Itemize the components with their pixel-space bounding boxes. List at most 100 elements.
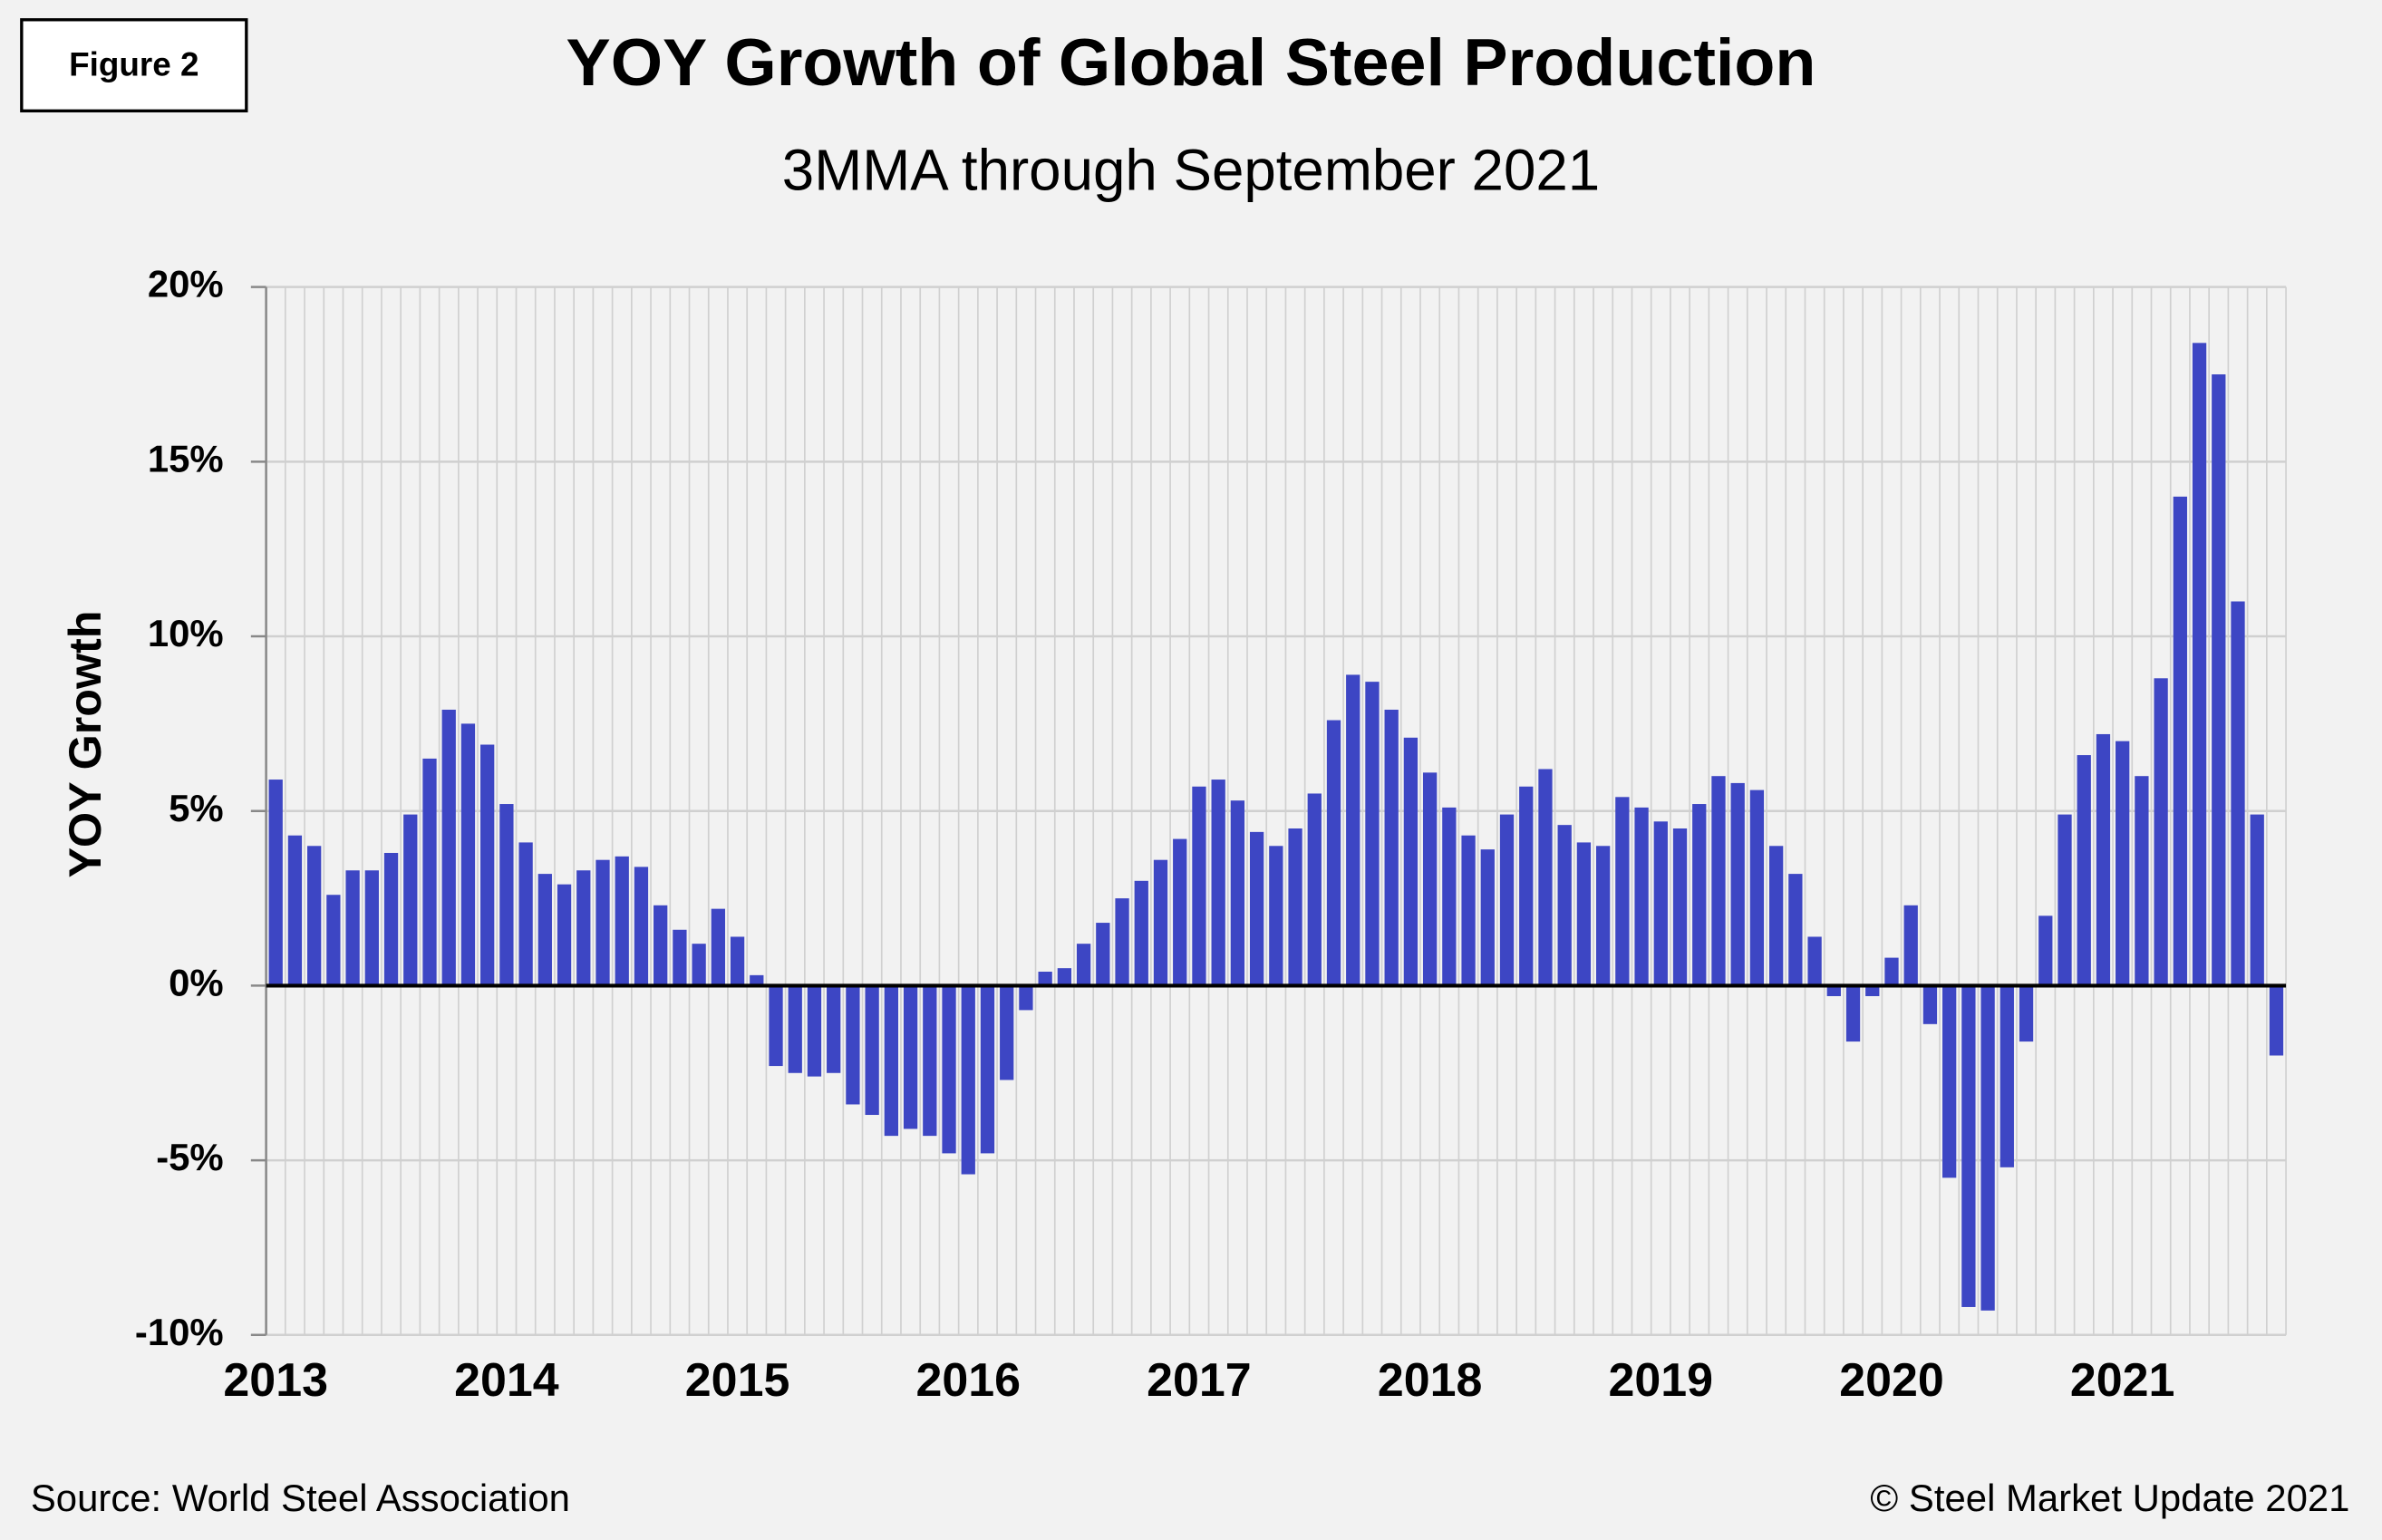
bar <box>576 870 591 986</box>
bar <box>403 814 418 986</box>
chart-subtitle: 3MMA through September 2021 <box>782 138 1600 202</box>
bar <box>422 758 437 986</box>
bar <box>2250 814 2264 986</box>
bar <box>1653 821 1668 986</box>
bar <box>884 985 899 1137</box>
bar <box>711 908 725 986</box>
bar <box>634 867 649 986</box>
y-axis-label: YOY Growth <box>60 611 111 878</box>
x-tick-label: 2020 <box>1839 1354 1944 1407</box>
bar <box>846 985 860 1105</box>
bar <box>2192 343 2207 986</box>
bar <box>1711 776 1726 986</box>
bar <box>557 884 572 986</box>
source: Source: World Steel Association <box>31 1477 570 1519</box>
bar <box>961 985 975 1175</box>
bar <box>750 974 764 986</box>
y-tick-label: 10% <box>148 612 224 654</box>
bar <box>268 780 283 986</box>
bar <box>1038 972 1052 986</box>
bar <box>2058 814 2072 986</box>
y-tick-label: 5% <box>169 787 224 829</box>
bar <box>1615 797 1630 986</box>
bar <box>480 744 495 986</box>
bar <box>1692 804 1707 986</box>
x-tick-label: 2017 <box>1147 1354 1252 1407</box>
y-tick-label: -10% <box>135 1311 224 1353</box>
bar <box>1076 944 1091 986</box>
bar <box>1865 985 1880 996</box>
y-tick-label: 0% <box>169 961 224 1003</box>
bar <box>307 846 322 986</box>
bar <box>769 985 783 1067</box>
bar <box>827 985 841 1073</box>
bar <box>1826 985 1841 996</box>
bar <box>1788 874 1803 986</box>
x-tick-label: 2015 <box>685 1354 790 1407</box>
bar <box>1595 846 1611 986</box>
bar <box>1115 898 1129 986</box>
bar <box>1000 985 1014 1080</box>
bar <box>1307 793 1322 986</box>
bar <box>1326 720 1341 986</box>
bar <box>1153 859 1168 986</box>
bar <box>1538 769 1553 986</box>
bar <box>942 985 956 1154</box>
bar <box>1403 737 1419 986</box>
bar <box>2231 601 2245 986</box>
bar <box>460 723 476 986</box>
bar <box>1903 905 1918 986</box>
bar <box>1173 838 1187 986</box>
bar <box>1672 828 1688 986</box>
bar <box>1845 985 1861 1042</box>
bar <box>1019 985 1033 1011</box>
bar <box>383 852 399 986</box>
bar <box>1480 849 1495 986</box>
bar <box>1576 842 1592 986</box>
bar <box>2212 374 2226 986</box>
bar <box>1192 786 1206 986</box>
bar <box>1519 786 1534 986</box>
bar <box>499 804 514 986</box>
x-tick-label: 2013 <box>223 1354 328 1407</box>
bar <box>2019 985 2034 1042</box>
x-tick-label: 2019 <box>1609 1354 1714 1407</box>
bar <box>1134 880 1148 986</box>
bar <box>518 842 533 986</box>
y-tick-label: 15% <box>148 437 224 479</box>
figure-label: Figure 2 <box>69 45 198 82</box>
x-tick-label: 2014 <box>454 1354 559 1407</box>
bar <box>1807 936 1822 986</box>
bar <box>730 936 745 986</box>
chart-title: YOY Growth of Global Steel Production <box>566 24 1816 100</box>
bar <box>1769 846 1784 986</box>
bar <box>2135 776 2149 986</box>
bar <box>923 985 937 1137</box>
copyright: © Steel Market Update 2021 <box>1870 1477 2349 1519</box>
bar <box>2077 755 2091 986</box>
bar <box>1384 709 1399 986</box>
bar <box>2173 496 2187 986</box>
bar <box>1422 772 1438 986</box>
bar <box>2096 733 2111 986</box>
bar <box>2038 915 2053 986</box>
x-tick-label: 2021 <box>2070 1354 2175 1407</box>
bar <box>980 985 995 1154</box>
bar <box>1730 782 1745 986</box>
bar <box>1230 800 1245 986</box>
bar <box>364 870 379 986</box>
x-tick-label: 2018 <box>1378 1354 1483 1407</box>
bar <box>1269 846 1283 986</box>
bar <box>1249 831 1264 986</box>
bar <box>1499 814 1515 986</box>
bar <box>1365 682 1380 986</box>
bar <box>903 985 918 1129</box>
bar <box>1749 789 1765 986</box>
bar <box>1211 780 1225 986</box>
bar <box>1346 674 1360 986</box>
bar <box>807 985 822 1077</box>
bar <box>1288 828 1302 986</box>
